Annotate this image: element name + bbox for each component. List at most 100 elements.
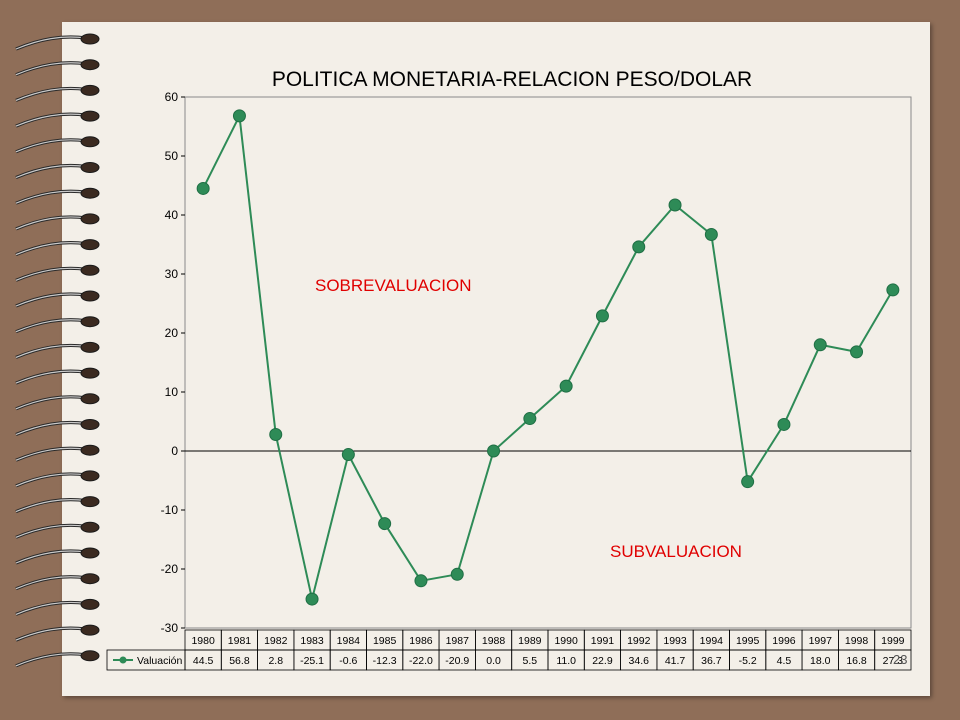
spiral-ring	[15, 84, 100, 102]
data-label: 44.5	[193, 655, 214, 667]
legend-label: Valuación	[137, 655, 182, 667]
data-point	[704, 227, 718, 241]
data-point	[886, 283, 900, 297]
y-tick-label: 0	[171, 444, 178, 458]
data-point	[414, 574, 428, 588]
slide-paper	[62, 22, 930, 696]
data-label: -0.6	[339, 655, 357, 667]
y-axis: 60 50 40 30 20 10 0 -10 -20 -30	[161, 90, 185, 635]
x-tick-label: 1984	[337, 635, 361, 647]
x-tick-label: 1993	[663, 635, 687, 647]
y-tick-label: -30	[161, 621, 179, 635]
x-tick-label: 1990	[554, 635, 578, 647]
spiral-ring	[15, 59, 100, 77]
data-label: 18.0	[810, 655, 831, 667]
data-point	[523, 412, 537, 426]
spiral-ring	[15, 650, 100, 668]
data-point	[487, 444, 501, 458]
legend-point-marker	[119, 656, 127, 664]
data-point	[632, 240, 646, 254]
x-tick-label: 1995	[736, 635, 760, 647]
data-point	[850, 345, 864, 359]
spiral-ring	[15, 213, 100, 231]
spiral-binding	[15, 33, 100, 668]
data-point	[668, 198, 682, 212]
page-number: 23	[893, 652, 907, 667]
spiral-ring	[15, 110, 100, 128]
data-label: 36.7	[701, 655, 722, 667]
data-point	[741, 475, 755, 489]
data-point	[196, 181, 210, 195]
data-label: -25.1	[300, 655, 324, 667]
spiral-ring	[15, 496, 100, 514]
spiral-ring	[15, 521, 100, 539]
annotation-subvaluacion: SUBVALUACION	[610, 542, 742, 561]
data-table: 1980 1981 1982 1983 1984 1985 1986 1987 1988 1989…	[106, 629, 912, 671]
data-label: 4.5	[777, 655, 792, 667]
spiral-ring	[15, 624, 100, 642]
x-tick-label: 1994	[700, 635, 724, 647]
x-tick-label: 1996	[772, 635, 796, 647]
data-point	[341, 448, 355, 462]
data-label: 5.5	[523, 655, 538, 667]
data-point	[559, 379, 573, 393]
x-tick-label: 1985	[373, 635, 397, 647]
spiral-ring	[15, 393, 100, 411]
data-label: 41.7	[665, 655, 686, 667]
data-point	[378, 517, 392, 531]
y-tick-label: -20	[161, 562, 179, 576]
spiral-ring	[15, 598, 100, 616]
data-label: 11.0	[556, 655, 576, 667]
data-label: -20.9	[445, 655, 469, 667]
plot-area	[184, 96, 912, 629]
chart-title: POLITICA MONETARIA-RELACION PESO/DOLAR	[272, 68, 752, 91]
series-line-valuacion	[202, 112, 894, 600]
spiral-ring	[15, 33, 100, 51]
data-label: 27.3	[883, 655, 904, 667]
data-label: -22.0	[409, 655, 433, 667]
data-point	[595, 309, 609, 323]
data-label: 0.0	[486, 655, 501, 667]
spiral-ring	[15, 316, 100, 334]
spiral-ring	[15, 239, 100, 257]
spiral-ring	[15, 290, 100, 308]
data-label: 56.8	[229, 655, 250, 667]
spiral-ring	[15, 573, 100, 591]
x-tick-label: 1989	[518, 635, 542, 647]
data-point	[305, 592, 319, 606]
x-tick-label: 1992	[627, 635, 651, 647]
spiral-ring	[15, 187, 100, 205]
spiral-ring	[15, 470, 100, 488]
spiral-ring	[15, 264, 100, 282]
x-tick-label: 1988	[482, 635, 506, 647]
data-label: 2.8	[268, 655, 283, 667]
x-tick-label: 1991	[591, 635, 615, 647]
y-tick-label: 10	[165, 385, 179, 399]
spiral-ring	[15, 547, 100, 565]
x-tick-label: 1982	[264, 635, 288, 647]
y-tick-label: 40	[165, 208, 179, 222]
x-tick-label: 1987	[446, 635, 470, 647]
spiral-ring	[15, 162, 100, 179]
data-label: -5.2	[739, 655, 757, 667]
data-label: 34.6	[629, 655, 650, 667]
x-tick-label: 1983	[300, 635, 324, 647]
y-tick-label: -10	[161, 503, 179, 517]
data-point	[269, 427, 283, 441]
data-point	[232, 109, 246, 123]
spiral-ring	[15, 367, 100, 385]
y-tick-label: 30	[165, 267, 179, 281]
data-label: 16.8	[846, 655, 867, 667]
spiral-ring	[15, 136, 100, 154]
x-tick-label: 1980	[191, 635, 215, 647]
y-tick-label: 50	[165, 149, 179, 163]
x-tick-label: 1998	[845, 635, 869, 647]
x-tick-label: 1999	[881, 635, 905, 647]
data-label: 22.9	[592, 655, 613, 667]
y-tick-label: 60	[165, 90, 179, 104]
data-point	[450, 567, 464, 581]
x-tick-label: 1986	[409, 635, 433, 647]
x-tick-label: 1997	[809, 635, 833, 647]
spiral-ring	[15, 341, 100, 359]
spiral-ring	[15, 444, 100, 462]
